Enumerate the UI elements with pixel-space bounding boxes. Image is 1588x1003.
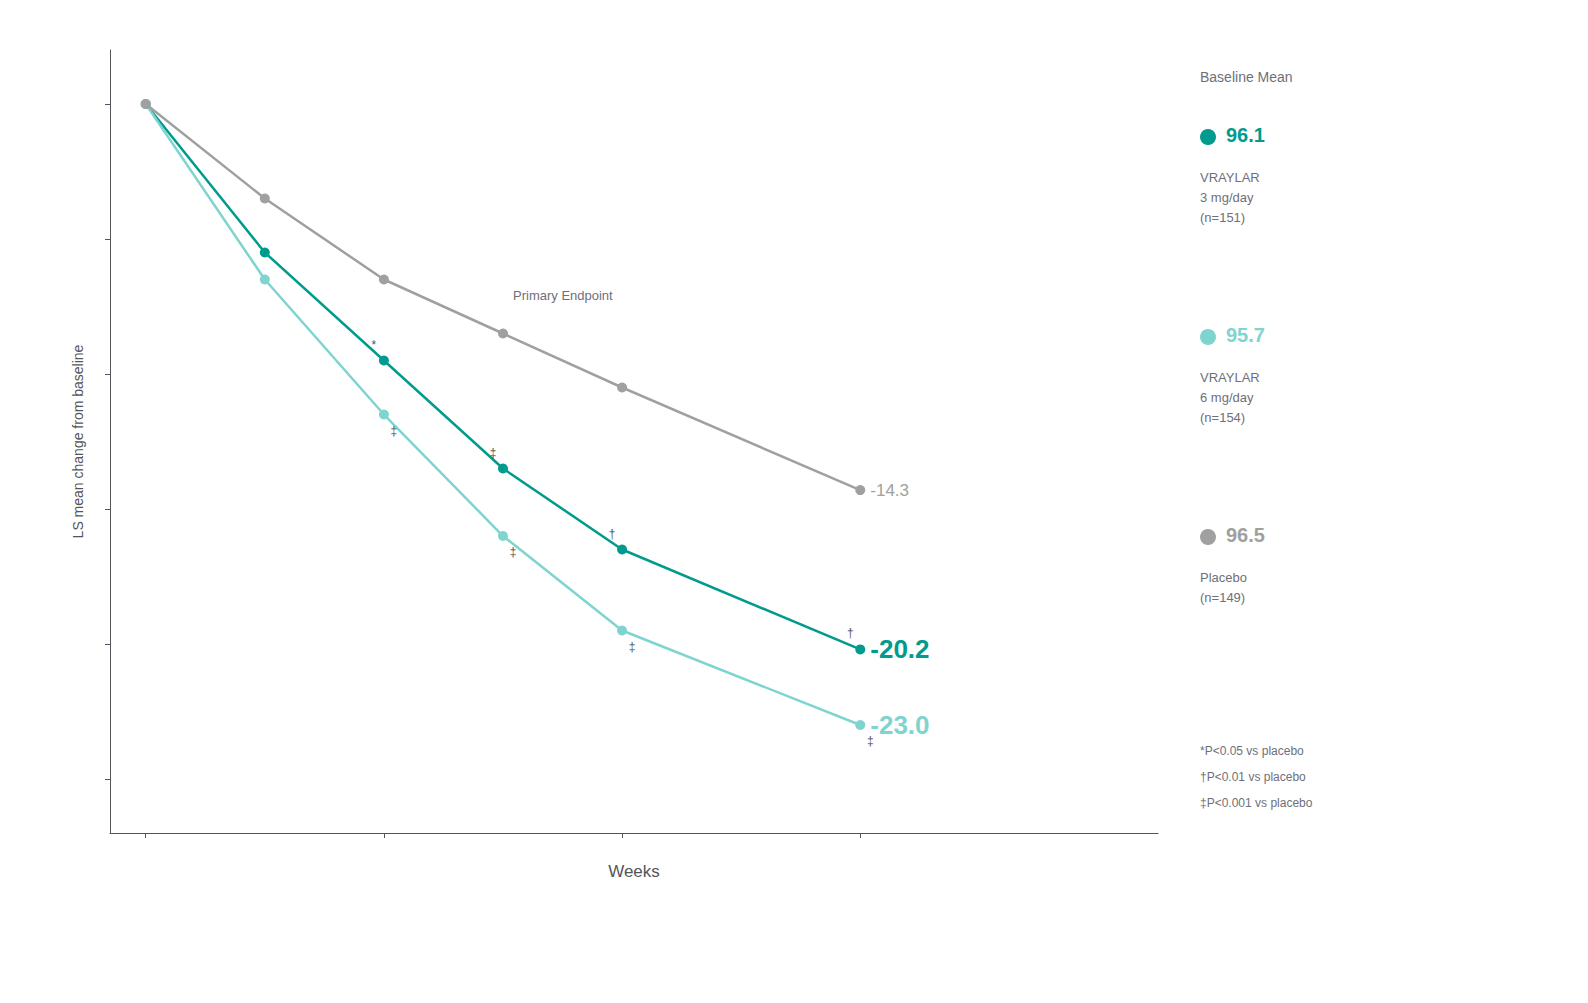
svg-text:‡: ‡ [490, 446, 497, 460]
svg-text:(n=149): (n=149) [1200, 590, 1245, 605]
svg-text:*P<0.05 vs placebo: *P<0.05 vs placebo [1200, 744, 1304, 758]
svg-text:VRAYLAR: VRAYLAR [1200, 170, 1260, 185]
svg-text:LS mean change from baseline: LS mean change from baseline [70, 344, 86, 538]
svg-text:†: † [609, 527, 616, 541]
svg-text:(n=154): (n=154) [1200, 410, 1245, 425]
svg-text:95.7: 95.7 [1226, 324, 1265, 346]
svg-text:(n=151): (n=151) [1200, 210, 1245, 225]
svg-text:-23.0: -23.0 [870, 710, 929, 740]
svg-text:Placebo: Placebo [1200, 570, 1247, 585]
svg-text:‡: ‡ [510, 545, 517, 559]
svg-text:3 mg/day: 3 mg/day [1200, 190, 1254, 205]
svg-text:‡: ‡ [629, 640, 636, 654]
svg-text:VRAYLAR: VRAYLAR [1200, 370, 1260, 385]
svg-text:-14.3: -14.3 [870, 481, 909, 500]
svg-text:†: † [847, 626, 854, 640]
svg-text:96.5: 96.5 [1226, 524, 1265, 546]
svg-text:‡: ‡ [391, 424, 398, 438]
svg-text:Baseline Mean: Baseline Mean [1200, 69, 1293, 85]
svg-text:Weeks: Weeks [608, 862, 660, 881]
svg-text:*: * [372, 338, 377, 352]
svg-text:-20.2: -20.2 [870, 634, 929, 664]
svg-text:‡P<0.001 vs placebo: ‡P<0.001 vs placebo [1200, 796, 1313, 810]
svg-text:†P<0.01 vs placebo: †P<0.01 vs placebo [1200, 770, 1306, 784]
svg-text:Primary Endpoint: Primary Endpoint [513, 288, 613, 303]
svg-text:6 mg/day: 6 mg/day [1200, 390, 1254, 405]
svg-text:96.1: 96.1 [1226, 124, 1265, 146]
